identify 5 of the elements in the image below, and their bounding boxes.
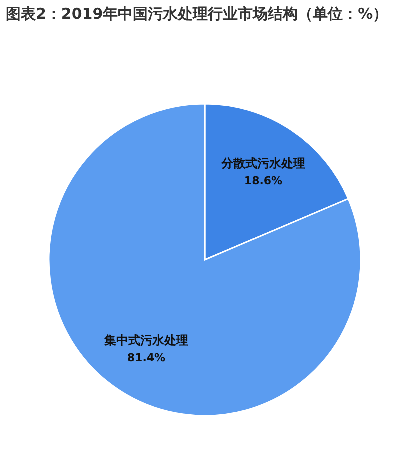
slice-label: 集中式污水处理 [103,333,188,348]
slice-label: 分散式污水处理 [220,156,306,171]
data-label: 81.4% [127,351,166,364]
chart-title: 图表2：2019年中国污水处理行业市场结构（单位：%） [6,4,390,24]
data-label: 18.6% [244,174,283,188]
